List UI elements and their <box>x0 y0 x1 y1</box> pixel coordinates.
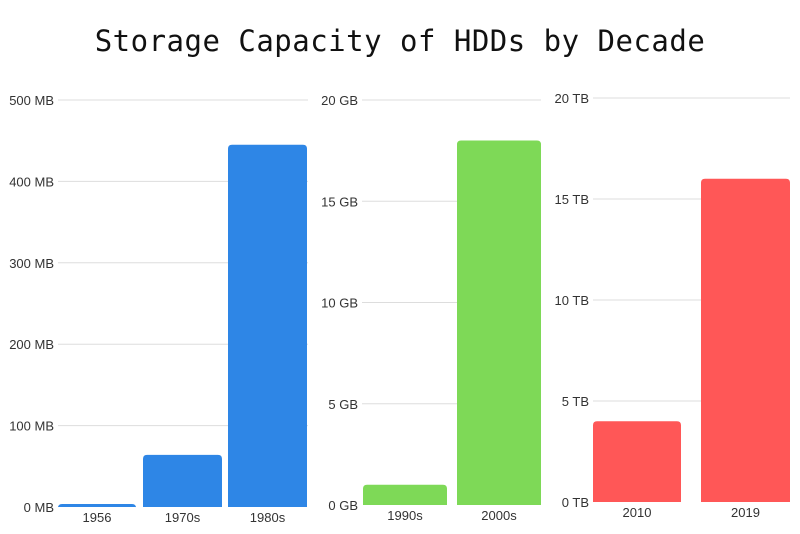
y-tick-label: 10 TB <box>555 293 589 308</box>
y-tick-label: 100 MB <box>9 419 54 434</box>
y-tick-label: 5 TB <box>562 394 589 409</box>
x-tick-label: 1990s <box>387 508 423 523</box>
x-tick-label: 2000s <box>481 508 517 523</box>
bar-2019 <box>701 178 790 503</box>
y-tick-label: 400 MB <box>9 174 54 189</box>
x-tick-label: 1956 <box>83 510 112 525</box>
bar-1980s <box>228 144 307 507</box>
chart-title: Storage Capacity of HDDs by Decade <box>94 24 706 58</box>
bar-1956 <box>58 503 136 508</box>
bar-1990s <box>363 484 447 505</box>
y-tick-label: 300 MB <box>9 256 54 271</box>
bar-2000s <box>457 140 541 505</box>
y-tick-label: 5 GB <box>328 397 358 412</box>
y-tick-label: 20 GB <box>321 93 358 108</box>
y-tick-label: 0 GB <box>328 498 358 513</box>
y-tick-label: 10 GB <box>321 296 358 311</box>
y-tick-label: 200 MB <box>9 337 54 352</box>
y-tick-label: 15 GB <box>321 194 358 209</box>
x-tick-label: 2010 <box>623 505 652 520</box>
bar-1970s <box>143 454 222 507</box>
y-tick-label: 15 TB <box>555 192 589 207</box>
y-tick-label: 20 TB <box>555 91 589 106</box>
bar-2010 <box>593 421 681 502</box>
x-tick-label: 2019 <box>731 505 760 520</box>
y-tick-label: 0 MB <box>24 500 54 515</box>
x-tick-label: 1970s <box>165 510 201 525</box>
y-tick-label: 500 MB <box>9 93 54 108</box>
x-tick-label: 1980s <box>250 510 286 525</box>
y-tick-label: 0 TB <box>562 495 589 510</box>
